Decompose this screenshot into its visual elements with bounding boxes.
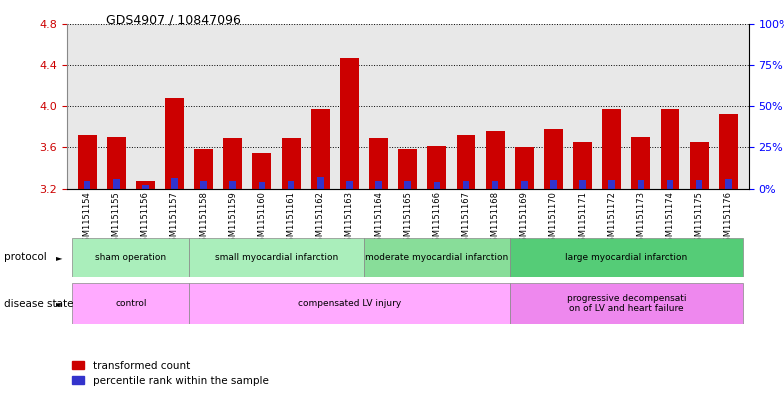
Bar: [376, 182, 382, 189]
Bar: [252, 152, 271, 189]
Bar: [398, 149, 417, 189]
Bar: [725, 179, 731, 189]
Bar: [434, 182, 440, 189]
Bar: [310, 109, 330, 189]
Bar: [340, 58, 359, 189]
Text: progressive decompensati
on of LV and heart failure: progressive decompensati on of LV and he…: [567, 294, 686, 313]
Bar: [201, 182, 207, 189]
Bar: [510, 283, 743, 324]
Bar: [369, 138, 388, 189]
Bar: [550, 180, 557, 189]
Text: disease state: disease state: [4, 299, 74, 309]
Bar: [346, 182, 353, 189]
Bar: [456, 135, 475, 189]
Bar: [288, 182, 295, 189]
Text: protocol: protocol: [4, 252, 47, 263]
Text: ►: ►: [56, 253, 63, 262]
Bar: [113, 179, 119, 189]
Bar: [485, 131, 505, 189]
Bar: [230, 182, 236, 189]
Bar: [259, 182, 265, 189]
Bar: [72, 238, 189, 277]
Bar: [189, 283, 510, 324]
Text: compensated LV injury: compensated LV injury: [298, 299, 401, 308]
Text: sham operation: sham operation: [95, 253, 166, 262]
Bar: [690, 142, 709, 189]
Text: large myocardial infarction: large myocardial infarction: [565, 253, 688, 262]
Bar: [189, 238, 364, 277]
Bar: [317, 177, 324, 189]
Bar: [719, 114, 738, 189]
Bar: [637, 180, 644, 189]
Bar: [515, 147, 534, 189]
Text: control: control: [115, 299, 147, 308]
Bar: [661, 109, 680, 189]
Bar: [492, 182, 499, 189]
Bar: [631, 137, 651, 189]
Bar: [171, 178, 178, 189]
Bar: [72, 283, 189, 324]
Bar: [510, 238, 743, 277]
Bar: [573, 142, 592, 189]
Bar: [463, 182, 470, 189]
Bar: [136, 182, 154, 189]
Text: ►: ►: [56, 299, 63, 308]
Bar: [194, 149, 213, 189]
Bar: [165, 98, 184, 189]
Bar: [84, 182, 90, 189]
Bar: [78, 135, 96, 189]
Bar: [427, 146, 446, 189]
Bar: [281, 138, 300, 189]
Bar: [107, 137, 125, 189]
Bar: [696, 180, 702, 189]
Bar: [405, 182, 411, 189]
Bar: [364, 238, 510, 277]
Bar: [521, 182, 528, 189]
Bar: [142, 184, 149, 189]
Text: moderate myocardial infarction: moderate myocardial infarction: [365, 253, 509, 262]
Bar: [608, 180, 615, 189]
Bar: [666, 180, 673, 189]
Bar: [579, 180, 586, 189]
Text: small myocardial infarction: small myocardial infarction: [215, 253, 338, 262]
Text: GDS4907 / 10847096: GDS4907 / 10847096: [106, 14, 241, 27]
Legend: transformed count, percentile rank within the sample: transformed count, percentile rank withi…: [72, 361, 269, 386]
Bar: [223, 138, 242, 189]
Bar: [544, 129, 563, 189]
Bar: [602, 109, 621, 189]
